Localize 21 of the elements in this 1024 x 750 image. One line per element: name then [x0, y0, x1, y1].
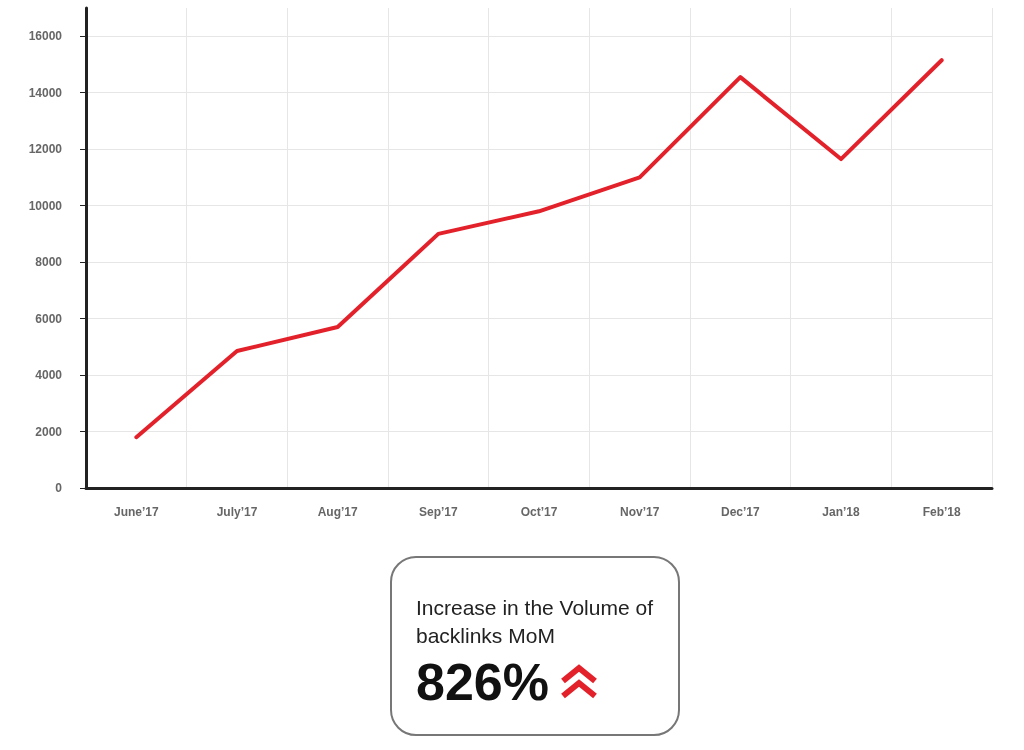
y-tick-label: 6000 [35, 311, 63, 326]
x-tick-label: Dec’17 [720, 505, 760, 519]
x-tick-label: Feb’18 [922, 505, 961, 519]
text: Increase in the Volume of backlinks MoM [416, 595, 654, 649]
x-tick-label: Sep’17 [418, 505, 458, 519]
y-tick-label: 8000 [35, 255, 63, 270]
x-tick-label: June’17 [113, 505, 159, 519]
x-tick-label: Jan’18 [822, 505, 861, 519]
x-tick-label: Oct’17 [520, 505, 558, 519]
y-tick-label: 16000 [28, 29, 63, 44]
y-tick-label: 12000 [28, 142, 63, 157]
x-tick-label: July’17 [216, 505, 258, 519]
y-tick-label: 10000 [28, 198, 63, 213]
y-tick-label: 2000 [35, 424, 63, 439]
text: 826% [416, 652, 549, 712]
y-tick-label: 14000 [28, 85, 63, 100]
line-series [134, 58, 944, 440]
y-tick-label: 4000 [35, 368, 63, 383]
x-tick-label: Nov’17 [619, 505, 660, 519]
x-tick-label: Aug’17 [317, 505, 358, 519]
y-tick-label: 0 [55, 481, 63, 495]
